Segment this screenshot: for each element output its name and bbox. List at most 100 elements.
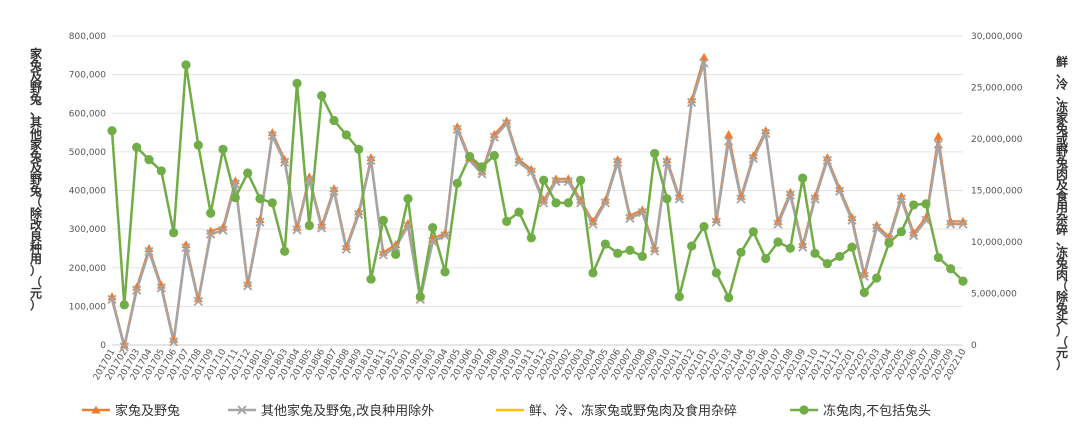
x-marker-stroke [724,136,734,146]
x-marker-stroke [613,157,623,167]
x-marker [440,231,450,241]
x-marker-stroke [798,242,808,252]
x-marker [662,157,672,167]
circle-marker [304,220,314,231]
x-marker [243,281,253,291]
x-marker [218,225,228,235]
x-marker [354,209,364,220]
right-tick-label: 15,000,000 [971,187,1023,197]
x-marker-stroke [452,124,462,135]
circle-marker [169,228,179,238]
right-axis-title: 鲜、冷、冻家兔或野兔肉及食用杂碎、冻兔肉（除兔头）（元） [1055,54,1069,371]
circle-marker [206,208,216,218]
circle-marker [835,251,845,262]
x-marker [119,342,129,352]
x-marker [921,215,931,225]
x-marker [637,207,647,218]
circle-marker [243,168,253,178]
series-markers-4 [107,60,968,310]
x-marker-stroke [711,217,721,227]
x-marker [687,97,697,108]
series-line-4 [110,63,964,307]
legend-item-2: 其他家兔及野兔,改良种用除外 [228,403,434,419]
x-marker-stroke [391,242,401,252]
circle-marker [847,242,857,252]
x-marker-stroke [674,194,684,204]
x-marker [317,223,327,233]
x-marker-stroke [810,194,820,204]
circle-marker [810,248,820,258]
circle-marker [391,249,401,259]
series-lines [110,56,964,349]
x-marker-stroke [218,225,228,235]
circle-marker [946,264,956,274]
x-marker-stroke [502,119,512,129]
x-marker [711,217,721,227]
circle-marker [415,291,425,302]
x-marker [366,155,376,166]
right-tick-label: 0 [971,341,977,351]
x-marker [378,250,388,260]
legend-label: 家兔及野兔 [115,403,180,419]
left-tick-label: 200,000 [69,264,106,274]
circle-marker [440,267,450,277]
x-marker [625,213,635,223]
x-marker-stroke [132,285,142,295]
x-marker-stroke [119,342,129,352]
x-marker-stroke [600,198,610,208]
x-marker-stroke [193,296,203,306]
left-axis-ticks: 0 100,000 200,000 300,000 400,000 500,000 600,… [69,32,106,351]
x-marker [563,176,573,187]
triangle-marker [724,129,734,138]
x-marker [502,119,512,129]
triangle-marker [933,131,943,140]
x-marker [526,167,536,177]
circle-marker [539,175,549,185]
x-marker-stroke [896,194,906,204]
x-marker-stroke [859,271,869,281]
x-marker [132,285,142,295]
triangle-marker [699,52,709,61]
x-marker-stroke [551,176,561,187]
x-marker-stroke [206,229,216,239]
circle-marker [119,300,129,310]
x-marker [724,136,734,146]
circle-marker [761,253,771,264]
x-marker-stroke [477,169,487,179]
left-tick-label: 100,000 [69,302,106,312]
x-marker-stroke [329,186,339,196]
circle-marker [736,247,746,257]
x-marker-stroke [292,225,302,235]
x-marker-stroke [576,198,586,208]
left-axis-title: 家兔及野兔、其他家兔及野兔（除改良种用）（元） [29,46,43,312]
x-marker-stroke [637,207,647,218]
x-marker [810,194,820,204]
x-marker-stroke [514,157,524,167]
x-marker [785,190,795,200]
x-marker [835,186,845,196]
legend-item-1: 家兔及野兔 [82,403,180,419]
circle-marker [452,178,462,188]
circle-marker [378,215,388,225]
x-marker-stroke [662,157,672,167]
x-marker [822,155,832,166]
circle-marker [403,194,413,204]
circle-marker [354,144,364,154]
circle-marker [773,237,783,247]
x-marker [181,243,191,253]
x-marker [946,219,956,229]
x-marker [329,186,339,196]
x-marker-stroke [428,236,438,247]
x-marker-stroke [773,219,783,229]
x-marker-stroke [699,58,709,68]
circle-marker [884,238,894,248]
circle-marker [428,222,438,233]
circle-marker [650,148,660,159]
x-marker [613,157,623,167]
circle-marker [551,198,561,208]
x-marker [748,153,758,164]
x-marker-stroke [237,405,247,415]
x-marker [909,231,919,241]
circle-marker [156,166,166,176]
